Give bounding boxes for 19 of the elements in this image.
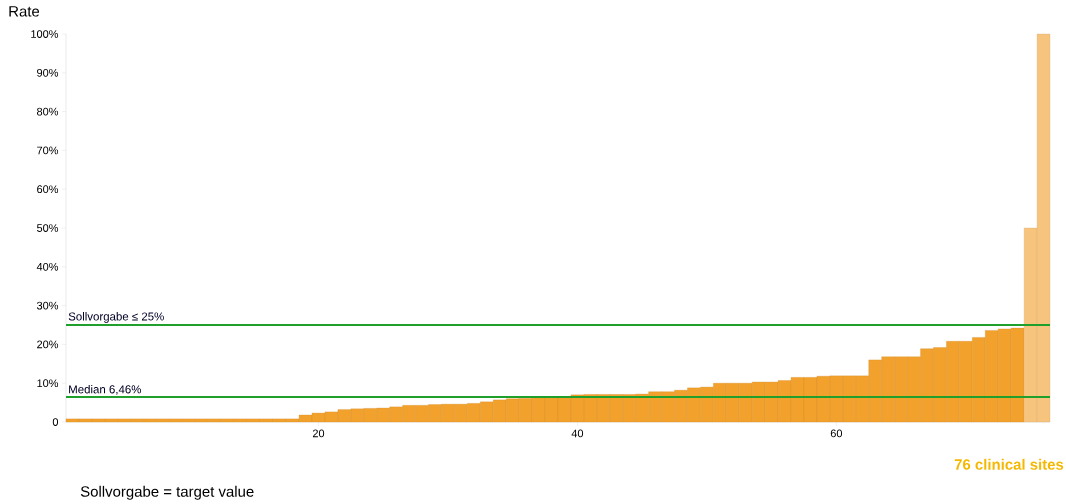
- y-tick-label: 40%: [36, 262, 59, 271]
- y-tick-label: 30%: [36, 301, 59, 310]
- y-tick-label: 60%: [37, 185, 59, 194]
- y-tick-label: 100%: [31, 30, 59, 38]
- y-axis-title: Rate: [9, 6, 40, 17]
- y-tick-label: 0: [52, 418, 59, 426]
- y-tick-label: 50%: [36, 224, 59, 232]
- y-tick-label: 20%: [37, 340, 59, 349]
- x-tick-label: 40: [571, 429, 584, 438]
- text: Sollvorgabe = target value: [80, 485, 254, 500]
- x-tick-label: 60: [830, 429, 843, 438]
- text: 76 clinical sites: [954, 458, 1064, 470]
- y-tick-label: 80%: [37, 107, 59, 116]
- x-tick-label: 20: [312, 429, 325, 438]
- ref-line-label: Median 6,46%: [69, 384, 142, 395]
- y-tick-label: 10%: [37, 379, 59, 388]
- y-tick-label: 90%: [37, 68, 59, 77]
- ref-line-label: Sollvorgabe ≤ 25%: [68, 312, 164, 323]
- y-tick-label: 70%: [37, 146, 59, 155]
